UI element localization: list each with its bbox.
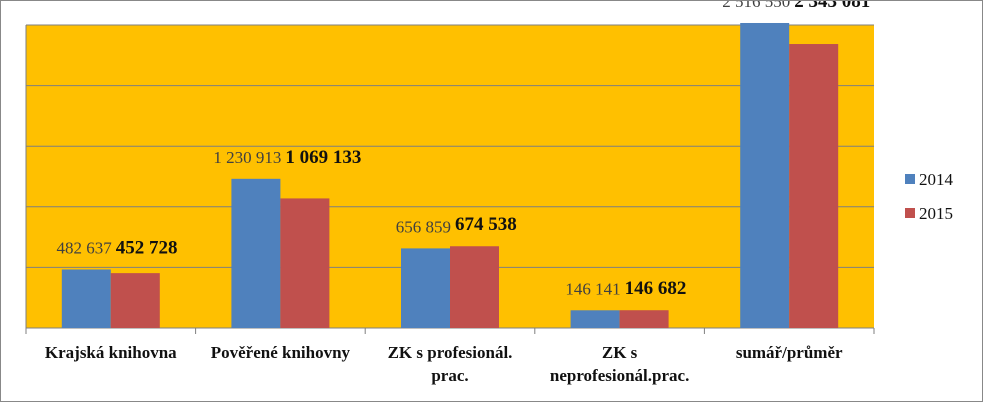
category-label: ZK s profesionál. bbox=[388, 343, 513, 362]
data-label-2015: 674 538 bbox=[455, 214, 517, 235]
bar-2014 bbox=[401, 248, 450, 328]
legend-swatch-2014 bbox=[905, 174, 915, 184]
category-label: sumář/průměr bbox=[736, 343, 843, 362]
data-label-2014: 1 230 913 bbox=[213, 148, 281, 167]
data-label-2014: 482 637 bbox=[57, 239, 113, 258]
bar-2015 bbox=[280, 198, 330, 328]
category-label: prac. bbox=[431, 366, 468, 385]
bar-2014 bbox=[61, 269, 111, 328]
bar-2015 bbox=[450, 246, 499, 328]
category-label: Pověřené knihovny bbox=[211, 343, 351, 362]
bar-2014 bbox=[231, 178, 281, 328]
data-label-2014: 146 141 bbox=[565, 279, 620, 298]
data-label-2015: 1 069 133 bbox=[285, 147, 361, 168]
data-label-2015: 452 728 bbox=[116, 238, 178, 259]
bar-2014 bbox=[570, 310, 620, 328]
bar-2014 bbox=[740, 22, 790, 328]
legend-label-2014: 2014 bbox=[919, 170, 954, 189]
bar-2015 bbox=[619, 310, 669, 328]
data-label-2015: 2 343 081 bbox=[794, 1, 870, 12]
category-label: ZK s bbox=[602, 343, 638, 362]
legend-label-2015: 2015 bbox=[919, 204, 953, 223]
category-label: Krajská knihovna bbox=[45, 343, 177, 362]
data-label-2015: 146 682 bbox=[625, 278, 687, 299]
data-label-2014: 2 516 550 bbox=[722, 1, 790, 11]
bar-2015 bbox=[110, 273, 160, 328]
bar-2015 bbox=[789, 44, 839, 328]
category-label: neprofesionál.prac. bbox=[550, 366, 689, 385]
legend-swatch-2015 bbox=[905, 208, 915, 218]
data-label-2014: 656 859 bbox=[396, 217, 451, 236]
